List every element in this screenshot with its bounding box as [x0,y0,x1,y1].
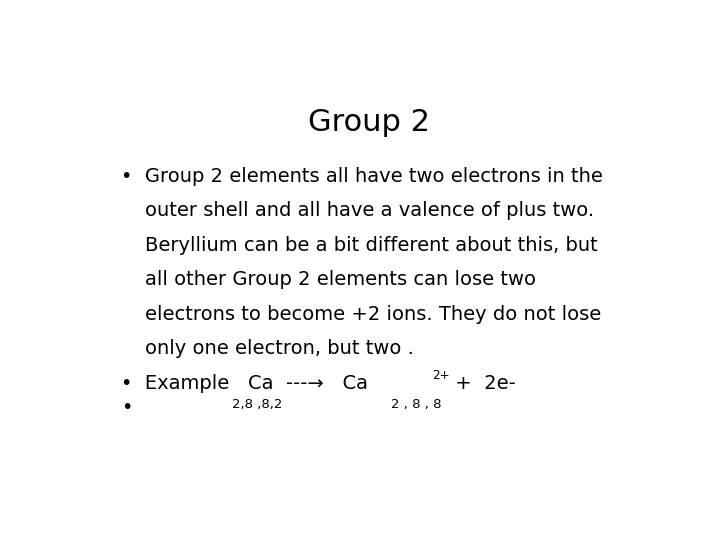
Text: only one electron, but two .: only one electron, but two . [145,339,413,358]
Text: +  2e-: + 2e- [449,374,516,393]
Text: 2,8 ,8,2: 2,8 ,8,2 [233,398,283,411]
Text: 2+: 2+ [433,369,450,382]
Text: •: • [121,398,132,417]
Text: 2 , 8 , 8: 2 , 8 , 8 [392,398,442,411]
Text: electrons to become +2 ions. They do not lose: electrons to become +2 ions. They do not… [145,305,601,323]
Text: Beryllium can be a bit different about this, but: Beryllium can be a bit different about t… [145,235,598,255]
Text: all other Group 2 elements can lose two: all other Group 2 elements can lose two [145,270,536,289]
Text: outer shell and all have a valence of plus two.: outer shell and all have a valence of pl… [145,201,594,220]
Text: •  Group 2 elements all have two electrons in the: • Group 2 elements all have two electron… [121,167,603,186]
Text: Group 2: Group 2 [308,109,430,138]
Text: •  Example   Ca  ---→   Ca: • Example Ca ---→ Ca [121,374,368,393]
